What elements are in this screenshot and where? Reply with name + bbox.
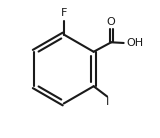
Text: O: O bbox=[107, 17, 116, 27]
Text: F: F bbox=[61, 8, 67, 18]
Text: OH: OH bbox=[126, 38, 144, 48]
Text: I: I bbox=[105, 97, 109, 107]
